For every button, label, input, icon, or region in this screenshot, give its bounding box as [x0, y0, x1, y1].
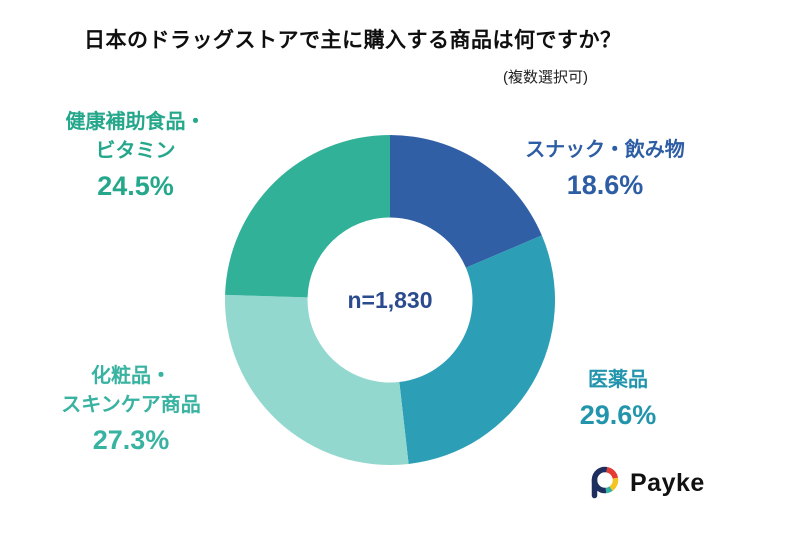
label-supplements-line1: 健康補助食品・	[65, 111, 206, 133]
label-supplements-pct: 24.5%	[97, 171, 174, 201]
payke-mark-icon	[591, 466, 619, 499]
payke-logo-text: Payke	[630, 468, 705, 497]
label-supplements-line2: ビタミン	[95, 140, 176, 162]
donut-segment-1	[399, 235, 555, 464]
chart-title: 日本のドラッグストアで主に購入する商品は何ですか？	[84, 29, 622, 52]
label-medicine-line1: 医薬品	[588, 369, 648, 391]
donut-segment-0	[390, 135, 542, 268]
label-snacks-pct: 18.6%	[566, 170, 644, 200]
label-supplements-vitamins: 健康補助食品・ ビタミン 24.5%	[28, 108, 243, 202]
label-snacks-drinks: スナック・飲み物 18.6%	[505, 136, 705, 201]
label-medicine: 医薬品 29.6%	[528, 366, 708, 431]
label-snacks-line1: スナック・飲み物	[525, 139, 685, 161]
chart-note: (複数選択可)	[503, 69, 588, 86]
label-cosmetics-skincare: 化粧品・ スキンケア商品 27.3%	[22, 362, 240, 456]
payke-logo: Payke	[585, 464, 705, 502]
donut-svg	[225, 135, 555, 465]
label-medicine-pct: 29.6%	[579, 400, 657, 430]
label-cosmetics-line2: スキンケア商品	[61, 394, 201, 416]
label-cosmetics-pct: 27.3%	[92, 425, 170, 455]
label-cosmetics-line1: 化粧品・	[91, 365, 171, 387]
donut-segment-3	[225, 135, 390, 298]
donut-segment-2	[225, 294, 409, 465]
